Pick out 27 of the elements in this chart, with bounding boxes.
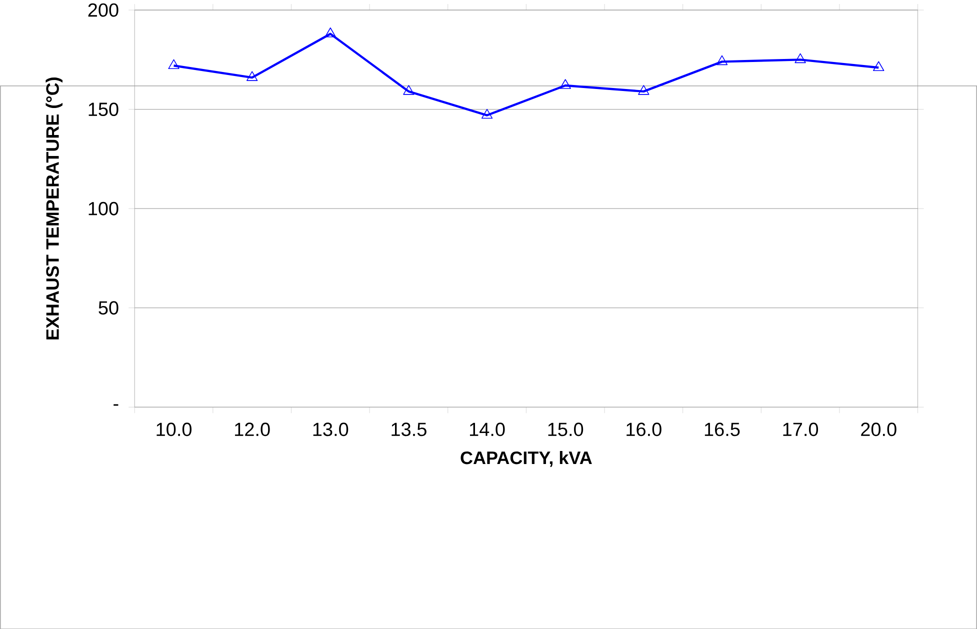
point bbox=[716, 55, 728, 65]
x-tick-label: 15.0 bbox=[548, 422, 584, 436]
x-tick-label: 13.5 bbox=[392, 422, 426, 436]
point bbox=[638, 84, 650, 95]
point bbox=[168, 59, 180, 69]
point bbox=[481, 108, 493, 118]
x-tick-label: 16.5 bbox=[704, 422, 740, 436]
x-tick-label: 20.0 bbox=[861, 422, 896, 436]
x-tick-label: 14.0 bbox=[470, 422, 505, 436]
x-axis-title: CAPACITY, kVA bbox=[460, 450, 592, 467]
x-tick-label: 17.0 bbox=[783, 422, 818, 436]
x-tick-label: 12.0 bbox=[235, 422, 270, 436]
y-tick-label: - bbox=[114, 404, 118, 406]
point bbox=[873, 61, 884, 71]
y-tick-label: 100 bbox=[88, 202, 118, 216]
y-tick-label: 200 bbox=[88, 3, 118, 17]
point bbox=[246, 70, 258, 81]
point bbox=[403, 84, 414, 95]
x-tick-label: 10.0 bbox=[156, 422, 192, 436]
y-tick-label: 150 bbox=[88, 102, 118, 116]
point bbox=[794, 53, 806, 63]
x-tick-label: 13.0 bbox=[313, 422, 348, 436]
point bbox=[560, 78, 571, 89]
x-tick-label: 16.0 bbox=[626, 422, 662, 436]
point bbox=[324, 27, 336, 38]
y-axis-title: EXHAUST TEMPERATURE (°C) bbox=[46, 77, 62, 340]
y-tick-label: 50 bbox=[98, 300, 118, 314]
